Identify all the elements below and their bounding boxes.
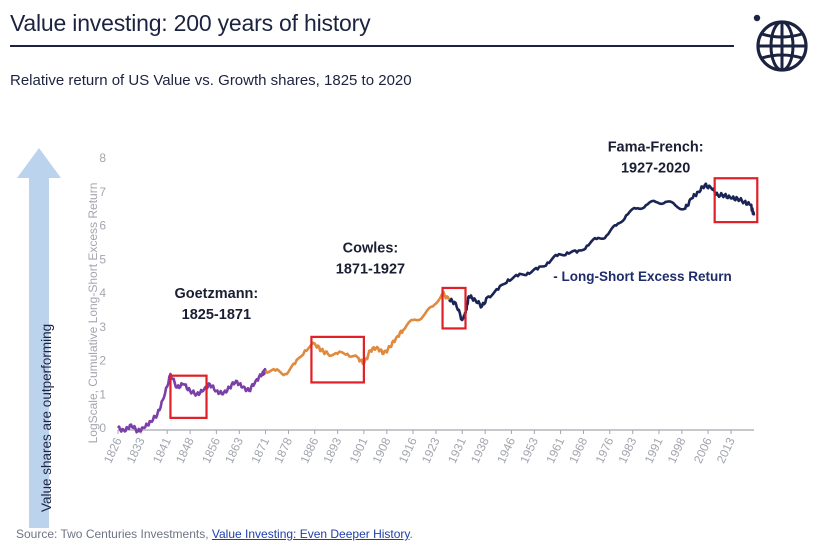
x-tick-label: 1916 [396, 435, 420, 465]
legend-label: - Long-Short Excess Return [553, 269, 732, 284]
x-tick-label: 1983 [615, 435, 639, 465]
x-tick-label: 1871 [248, 435, 272, 465]
source-suffix: . [409, 527, 413, 541]
source-link[interactable]: Value Investing: Even Deeper History [211, 527, 410, 541]
x-tick-label: 1953 [517, 435, 541, 465]
globe-icon [753, 14, 808, 72]
x-tick-label: 1826 [101, 435, 125, 465]
y-tick-label: 0 [99, 421, 106, 435]
y-tick-label: 4 [99, 286, 106, 300]
series-line [448, 182, 756, 322]
highlight-box [310, 335, 365, 384]
highlight-box [713, 177, 759, 224]
y-tick-label: 6 [99, 219, 106, 233]
y-axis-label: LogScale, Cumulative Long-Short Excess R… [86, 183, 100, 444]
period-annotation: Cowles: [343, 241, 399, 257]
period-annotation: 1871-1927 [336, 262, 405, 278]
page-subtitle: Relative return of US Value vs. Growth s… [10, 72, 412, 89]
x-tick-label: 2013 [714, 435, 738, 465]
period-annotation: 1825-1871 [182, 307, 251, 323]
x-tick-label: 1968 [566, 435, 590, 465]
x-tick-label: 1931 [445, 435, 469, 465]
page-title: Value investing: 200 years of history [10, 10, 371, 36]
y-tick-label: 8 [99, 151, 106, 165]
period-annotation: Fama-French: [608, 139, 704, 155]
x-tick-label: 1908 [370, 435, 394, 465]
source-note: Source: Two Centuries Investments, Value… [16, 527, 413, 541]
x-tick-label: 1856 [199, 435, 223, 465]
x-tick-label: 1923 [419, 435, 443, 465]
x-tick-label: 1961 [543, 435, 567, 465]
x-tick-label: 1886 [297, 435, 321, 465]
x-tick-label: 1998 [665, 435, 689, 465]
period-annotation: Goetzmann: [174, 286, 258, 302]
x-tick-label: 1833 [124, 435, 148, 465]
source-prefix: Source: Two Centuries Investments, [16, 527, 212, 541]
x-tick-label: 1976 [592, 435, 616, 465]
y-tick-label: 1 [99, 387, 106, 401]
title-divider [10, 45, 734, 47]
arrow-label: Value shares are outperforming [39, 323, 54, 512]
x-tick-label: 1878 [271, 435, 295, 465]
x-tick-label: 1946 [494, 435, 518, 465]
x-tick-label: 2006 [691, 435, 715, 465]
y-tick-label: 5 [99, 252, 106, 266]
x-tick-label: 1938 [468, 435, 492, 465]
y-tick-label: 2 [99, 354, 106, 368]
y-tick-label: 3 [99, 320, 106, 334]
highlight-box [441, 286, 467, 330]
series-line [116, 367, 267, 434]
x-tick-label: 1901 [347, 435, 371, 465]
period-annotation: 1927-2020 [621, 160, 690, 176]
x-tick-label: 1841 [150, 435, 174, 465]
series-line [264, 290, 451, 377]
chart: LogScale, Cumulative Long-Short Excess R… [86, 139, 759, 465]
x-tick-label: 1848 [173, 435, 197, 465]
y-tick-label: 7 [99, 185, 106, 199]
x-tick-label: 1863 [222, 435, 246, 465]
outperformance-arrow [17, 148, 61, 528]
x-tick-label: 1893 [320, 435, 344, 465]
x-tick-label: 1991 [642, 435, 666, 465]
highlight-box [169, 374, 208, 419]
